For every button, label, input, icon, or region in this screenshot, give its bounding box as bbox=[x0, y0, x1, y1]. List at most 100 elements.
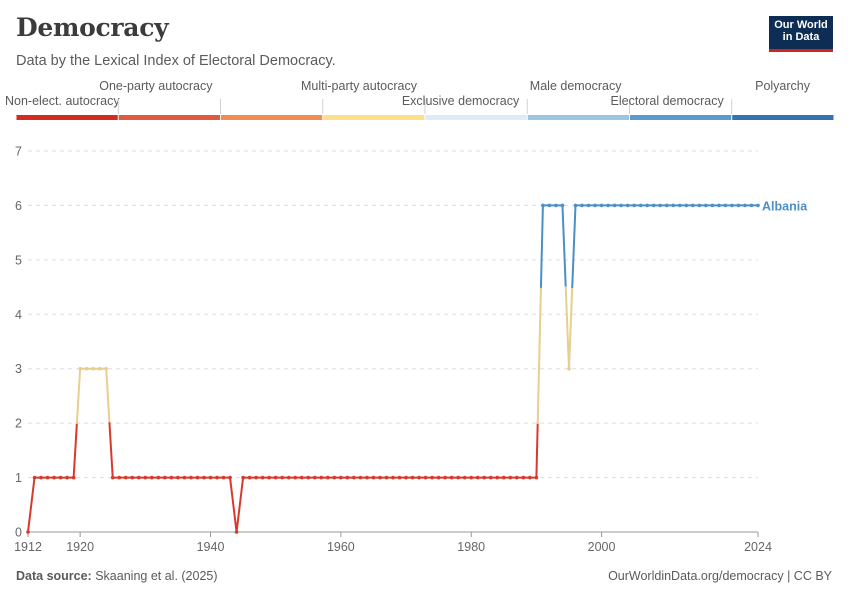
data-point bbox=[32, 475, 37, 480]
data-point bbox=[280, 475, 284, 480]
data-point bbox=[736, 203, 741, 208]
data-point bbox=[573, 203, 578, 208]
data-point bbox=[137, 475, 141, 480]
footer-link[interactable]: OurWorldinData.org/democracy | CC BY bbox=[608, 569, 832, 583]
data-point bbox=[723, 203, 728, 208]
data-source-label: Data source: bbox=[16, 569, 92, 583]
chart-title: Democracy bbox=[16, 13, 169, 42]
logo-line-1: Our World bbox=[774, 19, 828, 31]
data-point bbox=[260, 475, 265, 480]
chart-subtitle: Data by the Lexical Index of Electoral D… bbox=[16, 53, 336, 69]
data-point bbox=[312, 475, 317, 480]
data-point bbox=[358, 475, 363, 480]
y-tick-label: 7 bbox=[15, 145, 22, 159]
data-point bbox=[397, 475, 402, 480]
data-point bbox=[599, 203, 604, 208]
series-line-segment bbox=[108, 422, 114, 479]
data-point bbox=[717, 203, 721, 208]
data-point bbox=[580, 203, 584, 208]
data-point bbox=[515, 475, 519, 480]
data-point bbox=[215, 475, 219, 480]
series-label: Albania bbox=[762, 199, 808, 213]
data-point bbox=[436, 475, 441, 480]
owid-logo[interactable]: Our World in Data bbox=[769, 16, 833, 52]
data-point bbox=[352, 475, 356, 480]
data-point bbox=[371, 475, 376, 480]
legend-swatch bbox=[630, 115, 732, 120]
data-point bbox=[189, 475, 193, 480]
data-point bbox=[58, 475, 63, 480]
data-point bbox=[749, 203, 754, 208]
data-point bbox=[443, 475, 447, 480]
series-line-segment bbox=[72, 422, 78, 479]
data-point bbox=[234, 530, 239, 534]
series-line-segment bbox=[235, 476, 245, 533]
data-point bbox=[208, 475, 213, 480]
data-point bbox=[521, 475, 526, 480]
x-tick-label: 2000 bbox=[588, 540, 616, 554]
data-point bbox=[65, 475, 69, 480]
data-point bbox=[488, 475, 493, 480]
data-point bbox=[547, 203, 552, 208]
data-point bbox=[606, 203, 610, 208]
data-point bbox=[593, 203, 597, 208]
data-point bbox=[78, 366, 82, 371]
data-point bbox=[619, 203, 623, 208]
data-point bbox=[299, 475, 304, 480]
data-point bbox=[241, 475, 245, 480]
data-point bbox=[586, 203, 591, 208]
data-point bbox=[123, 475, 128, 480]
data-point bbox=[625, 203, 630, 208]
data-point bbox=[534, 475, 539, 480]
data-point bbox=[710, 203, 715, 208]
data-point bbox=[469, 475, 474, 480]
x-tick-label: 1912 bbox=[14, 540, 42, 554]
data-point bbox=[345, 475, 350, 480]
data-point bbox=[456, 475, 460, 480]
series-line-segment bbox=[561, 204, 567, 289]
series-line-segment bbox=[571, 204, 577, 289]
y-tick-label: 1 bbox=[15, 471, 22, 485]
data-point bbox=[567, 366, 571, 371]
data-point bbox=[293, 475, 298, 480]
data-point bbox=[254, 475, 258, 480]
data-point bbox=[163, 475, 167, 480]
data-point bbox=[247, 475, 252, 480]
data-point bbox=[202, 475, 206, 480]
data-point bbox=[743, 203, 747, 208]
data-point bbox=[195, 475, 200, 480]
data-point bbox=[449, 475, 454, 480]
data-point bbox=[150, 475, 154, 480]
y-tick-label: 5 bbox=[15, 253, 22, 267]
data-point bbox=[169, 475, 174, 480]
legend-swatch bbox=[527, 115, 629, 120]
y-tick-label: 0 bbox=[15, 526, 22, 540]
data-point bbox=[110, 475, 115, 480]
series-line-segment bbox=[229, 476, 238, 533]
data-point bbox=[651, 203, 656, 208]
data-point bbox=[97, 366, 102, 371]
data-point bbox=[228, 475, 232, 480]
x-tick-label: 1940 bbox=[197, 540, 225, 554]
series-line-segment bbox=[27, 476, 36, 533]
data-point bbox=[273, 475, 278, 480]
data-point bbox=[182, 475, 187, 480]
logo-line-2: in Data bbox=[782, 31, 820, 43]
data-source: Data source: Skaaning et al. (2025) bbox=[16, 569, 218, 583]
series-line-segment bbox=[75, 367, 82, 425]
data-point bbox=[417, 475, 421, 480]
legend-label: Multi-party autocracy bbox=[301, 79, 418, 93]
legend-label: Non-elect. autocracy bbox=[5, 94, 120, 108]
data-point bbox=[677, 203, 682, 208]
legend-label: One-party autocracy bbox=[99, 79, 213, 93]
data-point bbox=[326, 475, 330, 480]
data-point bbox=[286, 475, 291, 480]
data-point bbox=[84, 366, 89, 371]
legend-swatch bbox=[425, 115, 527, 120]
data-source-text[interactable]: Skaaning et al. (2025) bbox=[95, 569, 218, 583]
data-point bbox=[691, 203, 695, 208]
legend-swatch bbox=[732, 115, 834, 120]
data-point bbox=[104, 366, 109, 371]
data-point bbox=[482, 475, 487, 480]
